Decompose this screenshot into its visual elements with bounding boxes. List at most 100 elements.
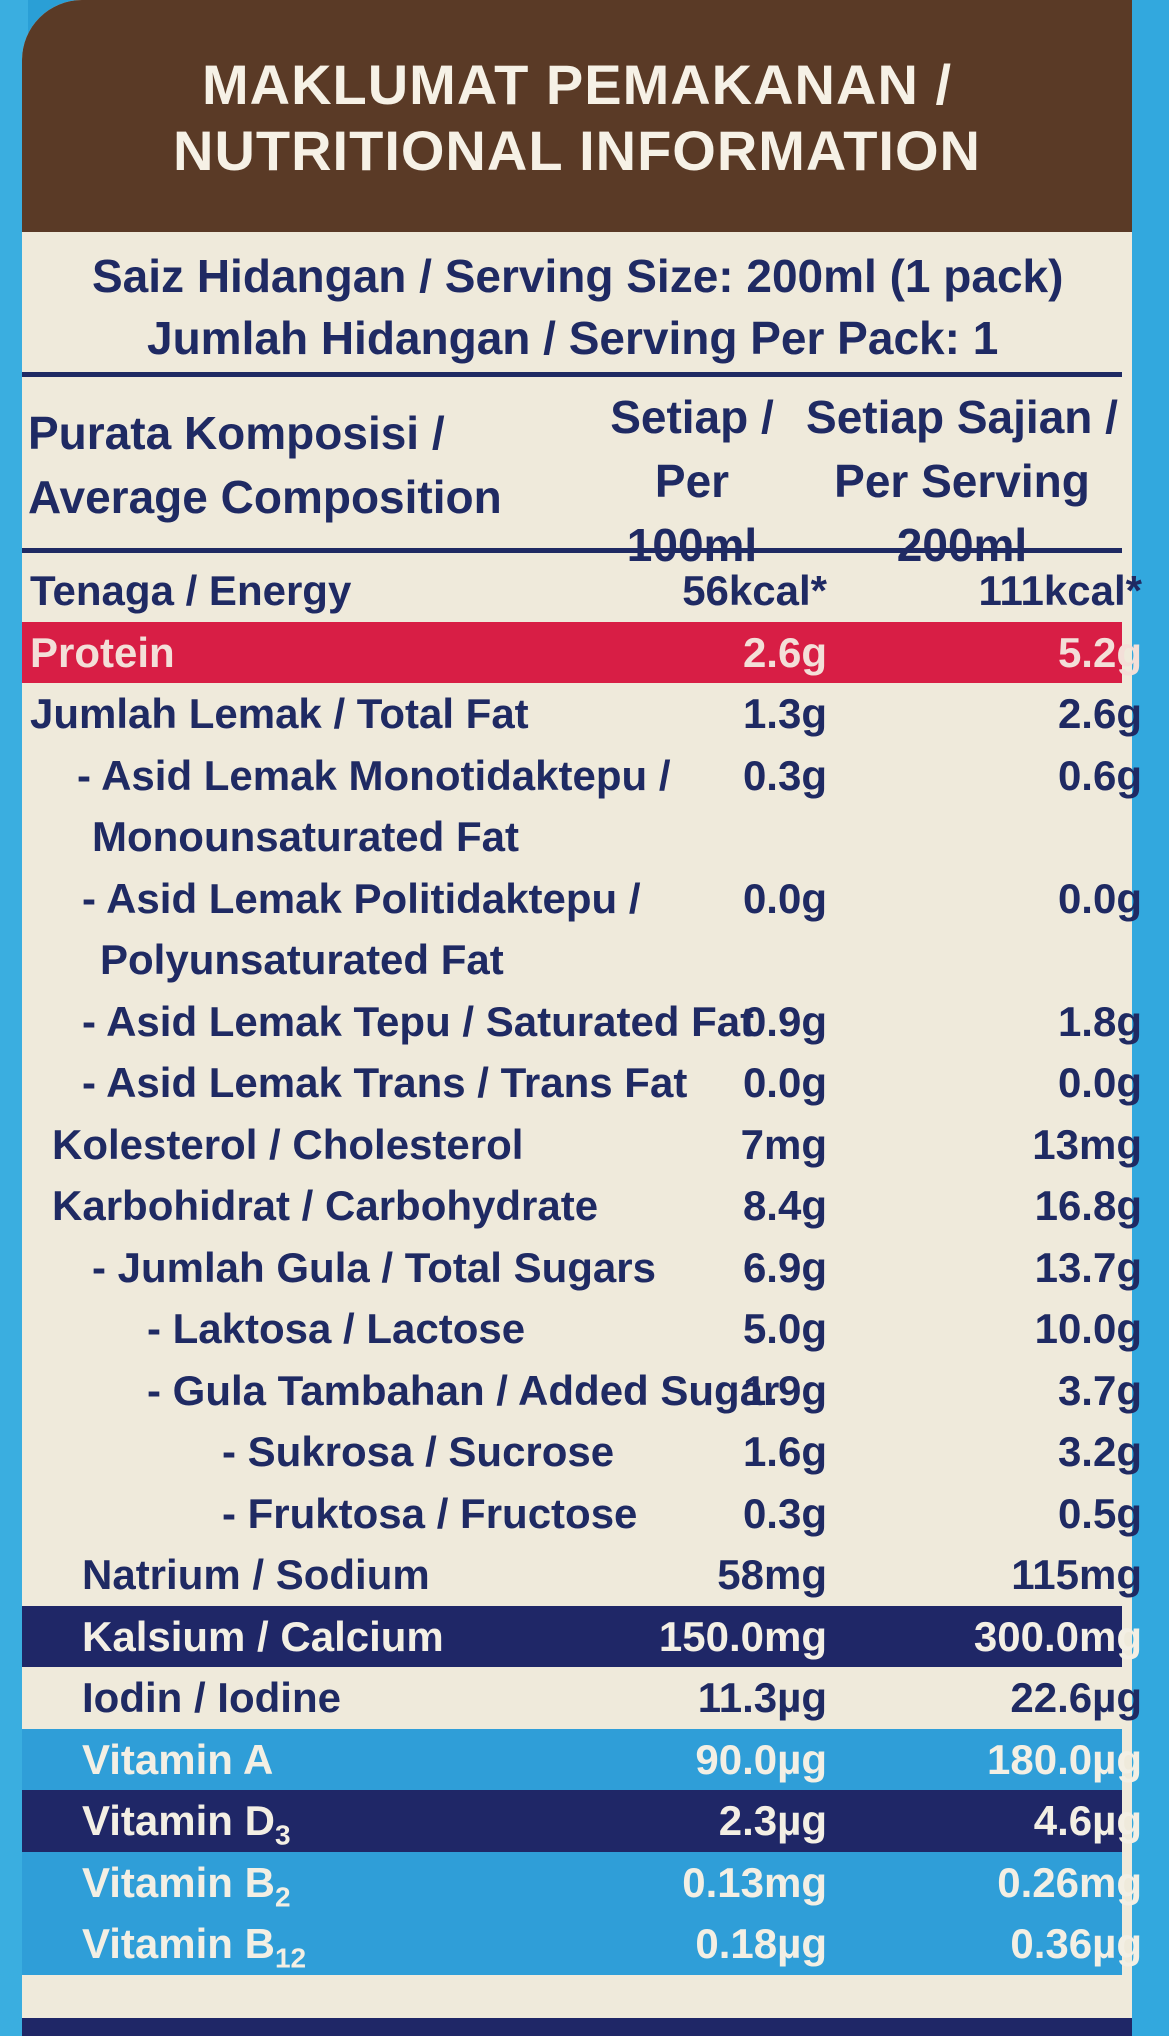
nutrient-perserving: 2.6g	[1057, 690, 1142, 737]
nutrient-row-vitamin-b12: Vitamin B12 0.18µg 0.36µg	[22, 1913, 1142, 1975]
nutrient-perserving: 111kcal*	[978, 567, 1142, 614]
nutrient-perserving: 1.8g	[1057, 997, 1142, 1045]
nutrient-per100: 6.9g	[742, 1243, 827, 1291]
nutrient-per100: 0.0g	[742, 874, 827, 922]
nutrition-panel: MAKLUMAT PEMAKANAN / NUTRITIONAL INFORMA…	[22, 0, 1142, 2036]
bottom-strip	[22, 2018, 1132, 2036]
nutrient-label: - Asid Lemak Monotidaktepu /	[77, 751, 671, 799]
column-header-perserving: Setiap Sajian / Per Serving 200ml	[802, 385, 1122, 577]
nutrient-per100: 56kcal*	[682, 567, 827, 614]
nutrient-label-subscript: 2	[274, 1880, 291, 1912]
nutrient-per100: 1.6g	[742, 1428, 827, 1475]
nutrient-label: Protein	[30, 628, 175, 676]
nutrient-row-fructose: - Fruktosa / Fructose 0.3g 0.5g	[22, 1483, 1142, 1545]
nutrient-label: - Sukrosa / Sucrose	[222, 1428, 615, 1475]
nutrient-per100: 5.0g	[742, 1305, 827, 1352]
column-header-composition-line2: Average Composition	[28, 471, 502, 523]
nutrient-per100: 58mg	[717, 1551, 827, 1598]
nutrient-label: Vitamin D3	[82, 1790, 291, 1852]
servings-per-pack: Jumlah Hidangan / Serving Per Pack: 1	[147, 312, 999, 364]
nutrient-row-mono-fat-cont: Monounsaturated Fat	[22, 806, 1122, 868]
nutrient-label: Karbohidrat / Carbohydrate	[52, 1182, 599, 1229]
nutrient-row-carbohydrate: Karbohidrat / Carbohydrate 8.4g 16.8g	[22, 1175, 1142, 1237]
nutrient-row-calcium: Kalsium / Calcium 150.0mg 300.0mg	[22, 1605, 1142, 1667]
nutrient-label: Kalsium / Calcium	[82, 1612, 444, 1660]
nutrient-row-cholesterol: Kolesterol / Cholesterol 7mg 13mg	[22, 1114, 1142, 1176]
nutrient-row-sucrose: - Sukrosa / Sucrose 1.6g 3.2g	[22, 1421, 1142, 1483]
nutrient-label-text: Vitamin B	[82, 1920, 275, 1967]
nutrient-per100: 90.0µg	[695, 1735, 827, 1783]
nutrient-row-vitamin-b2: Vitamin B2 0.13mg 0.26mg	[22, 1851, 1142, 1914]
nutrient-row-total-sugars: - Jumlah Gula / Total Sugars 6.9g 13.7g	[22, 1237, 1142, 1299]
nutrient-perserving: 22.6µg	[1010, 1674, 1142, 1721]
nutrient-label: Kolesterol / Cholesterol	[52, 1120, 524, 1168]
nutrient-label: Jumlah Lemak / Total Fat	[30, 690, 529, 737]
column-header-composition: Purata Komposisi / Average Composition	[28, 401, 502, 529]
column-header-perserving-line2: Per Serving 200ml	[834, 455, 1090, 571]
nutrient-perserving: 180.0µg	[987, 1735, 1142, 1783]
nutrient-label: - Fruktosa / Fructose	[222, 1489, 638, 1537]
nutrient-perserving: 0.6g	[1057, 751, 1142, 799]
nutrient-row-added-sugar: - Gula Tambahan / Added Sugar 1.9g 3.7g	[22, 1360, 1142, 1422]
nutrient-label: - Jumlah Gula / Total Sugars	[92, 1243, 656, 1291]
nutrient-label: Natrium / Sodium	[82, 1551, 430, 1598]
nutrient-label: - Laktosa / Lactose	[147, 1305, 526, 1352]
nutrient-per100: 8.4g	[742, 1182, 827, 1229]
panel-header: MAKLUMAT PEMAKANAN / NUTRITIONAL INFORMA…	[22, 0, 1132, 232]
nutrient-row-total-fat: Jumlah Lemak / Total Fat 1.3g 2.6g	[22, 683, 1142, 745]
nutrient-row-lactose: - Laktosa / Lactose 5.0g 10.0g	[22, 1298, 1142, 1360]
serving-info: Saiz Hidangan / Serving Size: 200ml (1 p…	[52, 245, 1112, 369]
nutrient-label: Vitamin A	[82, 1735, 274, 1783]
nutrient-table: Tenaga / Energy 56kcal* 111kcal* Protein…	[22, 560, 1142, 1975]
nutrient-label: Polyunsaturated Fat	[100, 936, 504, 983]
nutrient-perserving: 3.2g	[1057, 1428, 1142, 1475]
nutrient-label-subscript: 3	[274, 1819, 291, 1851]
nutrient-label-text: Vitamin D	[82, 1797, 275, 1844]
nutrient-label: - Asid Lemak Tepu / Saturated Fat	[82, 997, 755, 1045]
column-headers: Purata Komposisi / Average Composition S…	[22, 385, 1122, 571]
nutrient-row-energy: Tenaga / Energy 56kcal* 111kcal*	[22, 560, 1142, 622]
nutrient-label: Vitamin B2	[82, 1852, 291, 1914]
nutrient-row-protein: Protein 2.6g 5.2g	[22, 621, 1142, 683]
nutrient-label: - Gula Tambahan / Added Sugar	[147, 1366, 780, 1414]
nutrient-perserving: 0.0g	[1057, 1059, 1142, 1106]
nutrient-per100: 0.9g	[742, 997, 827, 1045]
header-title-english: NUTRITIONAL INFORMATION	[173, 119, 981, 182]
nutrient-perserving: 13.7g	[1034, 1243, 1142, 1291]
nutrient-row-poly-fat: - Asid Lemak Politidaktepu / 0.0g 0.0g	[22, 868, 1142, 930]
nutrient-per100: 0.18µg	[695, 1920, 827, 1967]
column-header-per100ml-line2: Per 100ml	[626, 455, 758, 571]
nutrient-perserving: 5.2g	[1057, 628, 1142, 676]
nutrient-perserving: 0.5g	[1057, 1489, 1142, 1537]
nutrient-row-saturated-fat: - Asid Lemak Tepu / Saturated Fat 0.9g 1…	[22, 991, 1142, 1053]
nutrient-row-trans-fat: - Asid Lemak Trans / Trans Fat 0.0g 0.0g	[22, 1052, 1142, 1114]
nutrient-per100: 7mg	[740, 1120, 827, 1168]
divider-top	[22, 372, 1122, 377]
nutrient-row-vitamin-d3: Vitamin D3 2.3µg 4.6µg	[22, 1790, 1142, 1852]
column-header-perserving-line1: Setiap Sajian /	[806, 391, 1118, 443]
nutrient-row-vitamin-a: Vitamin A 90.0µg 180.0µg	[22, 1728, 1142, 1790]
nutrient-per100: 1.3g	[742, 690, 827, 737]
nutrient-label: - Asid Lemak Politidaktepu /	[82, 874, 641, 922]
nutrient-per100: 11.3µg	[697, 1674, 827, 1721]
nutrient-perserving: 13mg	[1032, 1120, 1142, 1168]
nutrient-label: Monounsaturated Fat	[92, 813, 519, 860]
nutrient-row-mono-fat: - Asid Lemak Monotidaktepu / 0.3g 0.6g	[22, 745, 1142, 807]
nutrient-label: Iodin / Iodine	[82, 1674, 341, 1721]
nutrient-label: Tenaga / Energy	[30, 567, 352, 614]
divider-header	[22, 548, 1122, 553]
column-header-composition-line1: Purata Komposisi /	[28, 407, 445, 459]
column-header-per100ml: Setiap / Per 100ml	[592, 385, 792, 577]
nutrient-per100: 0.13mg	[682, 1858, 827, 1906]
nutrient-perserving: 4.6µg	[1033, 1797, 1142, 1844]
nutrient-per100: 0.3g	[742, 1489, 827, 1537]
nutrient-perserving: 10.0g	[1034, 1305, 1142, 1352]
nutrient-per100: 1.9g	[742, 1366, 827, 1414]
nutrient-perserving: 0.0g	[1057, 874, 1142, 922]
nutrient-label-text: Vitamin B	[82, 1858, 275, 1906]
nutrient-row-iodine: Iodin / Iodine 11.3µg 22.6µg	[22, 1667, 1142, 1729]
header-title-malay: MAKLUMAT PEMAKANAN /	[202, 53, 952, 116]
nutrient-row-poly-fat-cont: Polyunsaturated Fat	[22, 929, 1122, 991]
nutrient-label: Vitamin B12	[82, 1913, 306, 1975]
nutrient-label: - Asid Lemak Trans / Trans Fat	[82, 1059, 688, 1106]
